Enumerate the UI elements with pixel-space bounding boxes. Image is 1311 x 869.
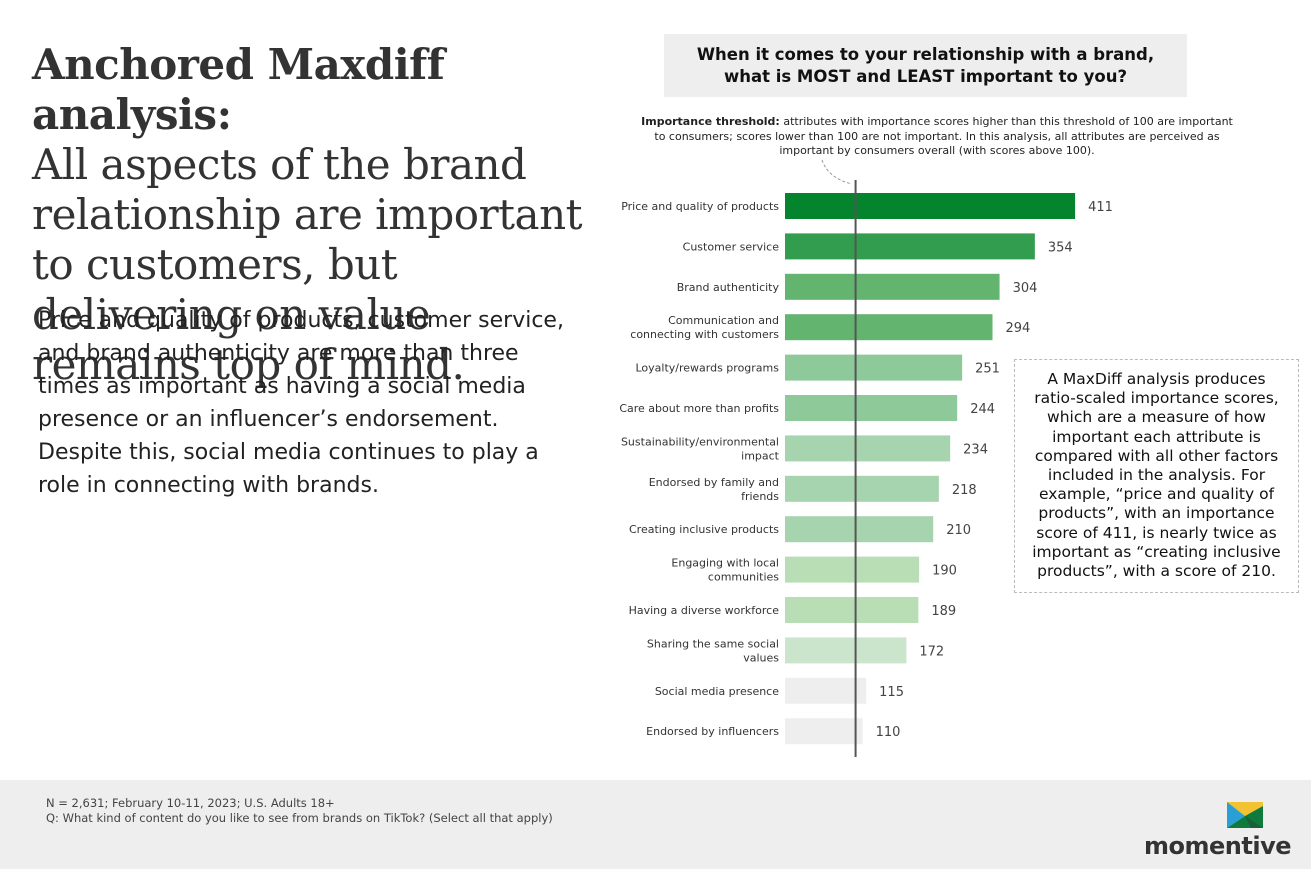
category-label-9: Creating inclusive products — [629, 523, 779, 536]
value-label-11: 189 — [931, 604, 956, 619]
headline: Anchored Maxdiff analysis: All aspects o… — [32, 40, 592, 390]
value-label-1: 411 — [1088, 200, 1113, 215]
category-label-8: Endorsed by family and friends — [649, 476, 780, 503]
momentive-logo-icon — [1227, 802, 1263, 828]
bar-2 — [785, 233, 1035, 260]
footnote: N = 2,631; February 10-11, 2023; U.S. Ad… — [46, 796, 553, 826]
maxdiff-note: A MaxDiff analysis produces ratio-scaled… — [1014, 359, 1299, 593]
bar-chart: 411 Price and quality of products 354 Custo… — [619, 159, 1113, 757]
category-label-3: Brand authenticity — [677, 281, 780, 294]
bar-6 — [785, 395, 958, 421]
bar-12 — [785, 637, 907, 664]
body-text: Price and quality of products, customer … — [38, 308, 564, 498]
momentive-logo-text: momentive — [1144, 832, 1292, 860]
value-label-7: 234 — [963, 442, 988, 457]
value-label-9: 210 — [946, 523, 971, 538]
bar-10 — [785, 556, 920, 583]
category-label-13: Social media presence — [655, 685, 779, 698]
category-label-12: Sharing the same social values — [647, 637, 779, 664]
category-label-10: Engaging with local communities — [671, 557, 779, 584]
headline-bold: Anchored Maxdiff analysis: — [32, 40, 445, 139]
value-label-14: 110 — [876, 725, 901, 740]
bar-11 — [785, 597, 919, 623]
value-label-4: 294 — [1006, 321, 1031, 336]
category-label-4: Communication and connecting with custome… — [630, 314, 779, 341]
bar-8 — [785, 475, 939, 502]
category-label-7: Sustainability/environmental impact — [621, 435, 780, 462]
value-label-3: 304 — [1013, 281, 1038, 296]
value-label-8: 218 — [952, 483, 977, 498]
bar-3 — [785, 273, 1000, 300]
threshold-label: Importance threshold: — [641, 115, 780, 128]
bars-layer — [785, 193, 1076, 745]
bar-7 — [785, 435, 951, 462]
bar-13 — [785, 677, 867, 704]
value-label-12: 172 — [919, 644, 944, 659]
bar-9 — [785, 516, 934, 543]
bar-14 — [785, 718, 863, 745]
category-label-11: Having a diverse workforce — [629, 604, 780, 617]
value-label-5: 251 — [975, 362, 1000, 377]
footnote-question: Q: What kind of content do you like to s… — [46, 811, 553, 825]
category-label-2: Customer service — [683, 240, 780, 253]
momentive-logo: momentive — [1144, 800, 1292, 860]
category-label-5: Loyalty/rewards programs — [635, 362, 779, 375]
category-label-1: Price and quality of products — [621, 200, 779, 213]
threshold-text: attributes with importance scores higher… — [654, 115, 1233, 157]
value-label-10: 190 — [932, 564, 957, 579]
bar-4 — [785, 314, 993, 341]
labels-layer: 411 Price and quality of products 354 Custo… — [619, 200, 1113, 740]
threshold-arrow — [821, 159, 853, 185]
bar-1 — [785, 193, 1076, 219]
threshold-note: Importance threshold: attributes with im… — [638, 115, 1236, 159]
value-label-13: 115 — [879, 685, 904, 700]
category-label-14: Endorsed by influencers — [646, 725, 779, 738]
category-label-6: Care about more than profits — [619, 402, 779, 415]
headline-rest: All aspects of the brand relationship ar… — [32, 140, 583, 389]
footnote-sample: N = 2,631; February 10-11, 2023; U.S. Ad… — [46, 796, 335, 810]
value-label-2: 354 — [1048, 240, 1073, 255]
bar-5 — [785, 354, 963, 381]
footer: N = 2,631; February 10-11, 2023; U.S. Ad… — [0, 780, 1311, 869]
chart-question: When it comes to your relationship with … — [664, 34, 1187, 97]
value-label-6: 244 — [970, 402, 995, 417]
